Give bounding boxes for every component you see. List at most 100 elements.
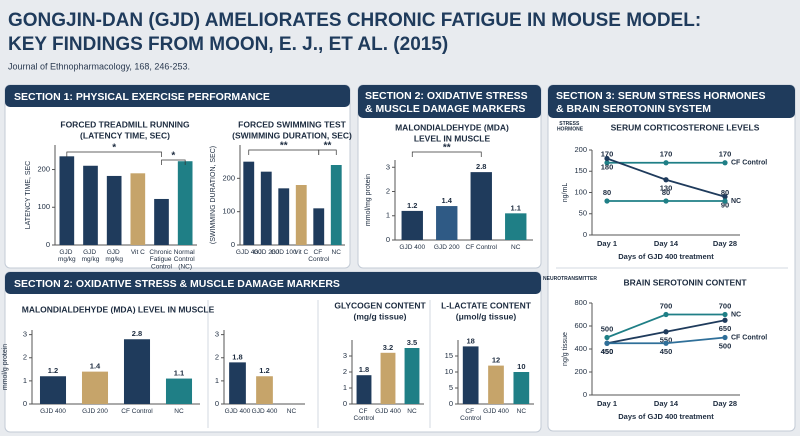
bar <box>513 372 530 404</box>
value-label: 500 <box>601 324 614 333</box>
value-label: 170 <box>601 150 614 159</box>
section-title: & MUSCLE DAMAGE MARKERS <box>365 103 525 115</box>
value-label: 12 <box>492 356 500 365</box>
x-axis-label: Days of GJD 400 treatment <box>618 412 714 421</box>
x-tick-label: Day 1 <box>597 239 617 248</box>
annotation: ** <box>443 143 451 154</box>
x-tick-label: Day 14 <box>654 239 679 248</box>
x-tick-label: GJD 400 <box>225 408 251 415</box>
value-label: 18 <box>466 336 474 345</box>
x-tick-label: GJD mg/kg <box>58 249 76 263</box>
bar <box>401 210 423 240</box>
point <box>663 198 669 204</box>
x-tick-label: Vit C <box>131 249 145 256</box>
significance-bracket <box>318 149 337 155</box>
y-tick-label: 3 <box>386 162 390 171</box>
x-tick-label: Day 28 <box>713 239 737 248</box>
y-axis-label: (SWIMMING DURATION, SEC) <box>210 146 217 244</box>
chart-title: (mg/g tissue) <box>354 311 407 321</box>
point <box>722 317 728 323</box>
point <box>663 177 669 183</box>
bar <box>278 188 290 245</box>
bar <box>130 173 146 245</box>
page-title: GONGJIN-DAN (GJD) AMELIORATES CHRONIC FA… <box>8 10 701 31</box>
y-tick-label: 3 <box>343 351 347 360</box>
x-tick-label: Day 28 <box>713 399 737 408</box>
x-tick-label: CF Control <box>354 408 376 422</box>
value-label: 450 <box>601 347 614 356</box>
chart-title: BRAIN SEROTONIN CONTENT <box>623 277 747 287</box>
chart-title: MALONDIALDEHYDE (MDA) LEVEL IN MUSCLE <box>22 304 215 314</box>
annotation: ** <box>280 141 288 152</box>
x-tick-label: Normal Control (NC) <box>174 249 197 270</box>
bar <box>106 175 122 245</box>
y-tick-label: 0 <box>231 240 235 249</box>
value-label: 500 <box>719 341 732 350</box>
x-tick-label: Day 1 <box>597 399 617 408</box>
page-title: KEY FINDINGS FROM MOON, E. J., ET AL. (2… <box>8 34 448 55</box>
point <box>604 160 610 166</box>
y-tick-label: 0 <box>215 399 219 408</box>
point <box>663 329 669 335</box>
point <box>604 340 610 346</box>
value-label: 1.8 <box>232 352 242 361</box>
point <box>663 340 669 346</box>
bar <box>404 348 420 404</box>
x-tick-label: GJD 100 <box>271 249 297 256</box>
bar <box>154 198 169 245</box>
y-tick-label: 0 <box>583 390 587 399</box>
y-tick-label: 2 <box>23 353 27 362</box>
significance-bracket <box>411 151 482 157</box>
value-label: 450 <box>660 347 673 356</box>
x-tick-label: GJD 400 <box>483 408 509 415</box>
bar <box>243 161 255 245</box>
value-label: 1.2 <box>259 366 269 375</box>
y-tick-label: 2 <box>215 353 219 362</box>
y-tick-label: 200 <box>37 165 50 174</box>
point <box>722 160 728 166</box>
y-axis-label: mmol/mg protein <box>365 174 372 226</box>
bar <box>436 206 458 240</box>
legend-label: NC <box>731 311 741 318</box>
x-tick-label: CF Control <box>121 408 153 415</box>
y-tick-label: 150 <box>574 166 587 175</box>
annotation: ** <box>324 141 332 152</box>
x-tick-label: NC <box>511 244 521 251</box>
point <box>663 311 669 318</box>
section-title: SECTION 2: OXIDATIVE STRESS <box>365 90 528 102</box>
point <box>722 311 728 318</box>
x-tick-label: Chronic Fatigue Control <box>149 249 173 270</box>
y-tick-label: 1 <box>386 211 390 220</box>
y-tick-label: 100 <box>222 207 235 216</box>
panel-header <box>5 85 350 107</box>
y-tick-label: 1 <box>23 376 27 385</box>
y-tick-label: 0 <box>343 399 347 408</box>
y-axis-label: ng/g tissue <box>562 332 569 366</box>
y-tick-label: 200 <box>574 367 587 376</box>
point <box>663 160 669 166</box>
bar <box>39 376 67 404</box>
value-label: 90 <box>721 201 729 210</box>
chart-title: L-LACTATE CONTENT <box>441 300 532 310</box>
y-tick-label: 3 <box>215 330 219 339</box>
annotation: * <box>112 143 116 154</box>
value-label: 2.8 <box>132 329 142 338</box>
value-label: 80 <box>662 188 670 197</box>
y-tick-label: 15 <box>445 351 453 360</box>
y-tick-label: 0 <box>23 399 27 408</box>
legend-label: CF Control <box>731 334 767 341</box>
bar <box>256 376 273 404</box>
chart-title: (SWIMMING DURATION, SEC) <box>232 130 352 140</box>
bar <box>59 156 75 245</box>
bar <box>295 185 307 245</box>
y-tick-label: 400 <box>574 344 587 353</box>
value-label: 1.1 <box>174 369 184 378</box>
chart-title: MALONDIALDEHYDE (MDA) <box>395 122 509 132</box>
value-label: 170 <box>660 150 673 159</box>
x-axis-label: Days of GJD 400 treatment <box>618 252 714 261</box>
bar <box>229 362 246 404</box>
x-tick-label: NC <box>287 408 297 415</box>
value-label: 1.4 <box>442 196 453 205</box>
x-tick-label: NC <box>174 408 184 415</box>
